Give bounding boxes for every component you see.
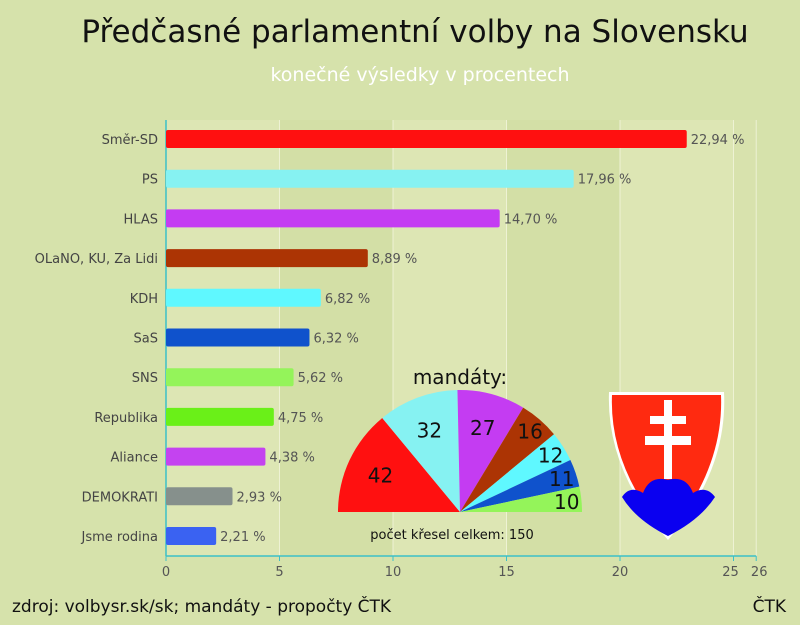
bar: [166, 407, 274, 426]
x-tick-label: 15: [498, 565, 515, 580]
pie-footer: počet křesel celkem: 150: [370, 528, 534, 543]
category-label: Republika: [94, 411, 158, 426]
pie-title: mandáty:: [413, 365, 507, 389]
category-label: DEMOKRATI: [82, 490, 158, 505]
bar: [166, 328, 310, 347]
value-label: 8,89 %: [372, 252, 417, 267]
seat-slice: [338, 417, 460, 512]
x-tick-label: 10: [385, 565, 402, 580]
value-label: 6,82 %: [325, 292, 370, 307]
category-label: Směr-SD: [102, 133, 158, 148]
bar: [166, 288, 321, 307]
value-label: 2,21 %: [220, 530, 265, 545]
bar: [166, 209, 500, 228]
category-label: OLaNO, KU, Za Lidi: [35, 252, 158, 267]
seat-slice: [460, 486, 582, 512]
double-cross-icon: [645, 400, 691, 479]
value-label: 5,62 %: [298, 371, 343, 386]
chart-subtitle: konečné výsledky v procentech: [270, 64, 570, 86]
bar: [166, 527, 217, 545]
category-label: SNS: [132, 371, 158, 386]
seat-label: 16: [517, 420, 542, 444]
category-label: Aliance: [111, 451, 158, 466]
seat-label: 42: [368, 464, 393, 488]
value-label: 2,93 %: [237, 490, 282, 505]
value-label: 4,75 %: [278, 411, 323, 426]
seat-slice: [457, 390, 524, 512]
seat-label: 27: [470, 416, 495, 440]
seat-label: 12: [538, 443, 563, 467]
value-label: 4,38 %: [269, 451, 314, 466]
credit: ČTK: [752, 597, 786, 617]
bar: [166, 169, 574, 188]
value-label: 6,32 %: [313, 332, 358, 347]
seat-label: 11: [549, 467, 574, 491]
bar: [166, 130, 687, 148]
seat-slice: [460, 460, 580, 512]
bar: [166, 368, 294, 387]
seat-slice: [382, 390, 460, 512]
bar: [166, 447, 266, 466]
value-label: 17,96 %: [578, 173, 632, 188]
category-label: HLAS: [124, 212, 158, 227]
seat-label: 10: [554, 490, 579, 514]
grid-band: [733, 120, 757, 556]
chart-title: Předčasné parlamentní volby na Slovensku: [81, 14, 749, 50]
category-label: SaS: [134, 332, 158, 347]
value-label: 22,94 %: [691, 133, 745, 148]
value-label: 14,70 %: [504, 212, 558, 227]
seat-label: 32: [417, 419, 442, 443]
x-tick-label: 20: [612, 565, 629, 580]
seat-slice: [460, 434, 571, 512]
bar: [166, 487, 233, 506]
category-label: PS: [142, 173, 158, 188]
x-tick-label: 5: [275, 565, 283, 580]
x-tick-label: 0: [162, 565, 170, 580]
x-tick-label: 26: [751, 565, 768, 580]
bar: [166, 249, 368, 268]
seat-slice: [460, 407, 555, 512]
x-tick-label: 25: [722, 565, 739, 580]
category-label: Jsme rodina: [81, 530, 158, 545]
hills-icon: [622, 478, 715, 536]
source-note: zdroj: volbysr.sk/sk; mandáty - propočty…: [12, 597, 392, 617]
category-label: KDH: [130, 292, 158, 307]
